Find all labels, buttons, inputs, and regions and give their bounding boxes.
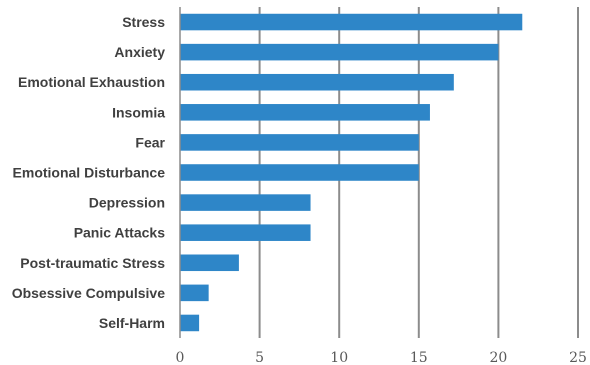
category-label: Panic Attacks [74, 225, 166, 241]
category-label: Emotional Disturbance [13, 165, 166, 181]
bar [180, 164, 419, 181]
category-labels: Stress Anxiety Emotional Exhaustion Insomia… [12, 14, 166, 331]
bar [180, 254, 239, 272]
bar [180, 224, 311, 241]
x-tick-label: 15 [410, 350, 428, 365]
bar [180, 284, 209, 302]
bar [180, 13, 523, 31]
bars [180, 13, 523, 332]
category-label: Obsessive Compulsive [12, 285, 166, 301]
x-tick-label: 25 [569, 350, 587, 365]
bar [180, 134, 419, 151]
bar [180, 194, 311, 211]
bar [180, 104, 430, 121]
category-label: Self-Harm [99, 315, 165, 331]
category-label: Depression [89, 195, 165, 211]
category-label: Stress [122, 14, 165, 30]
x-tick-labels: 0 5 10 15 20 25 [176, 350, 587, 365]
x-tick-label: 5 [255, 350, 264, 365]
x-tick-label: 0 [176, 350, 185, 365]
category-label: Anxiety [114, 44, 165, 60]
x-tick-label: 10 [330, 350, 348, 365]
category-label: Insomia [112, 104, 165, 120]
x-tick-label: 20 [489, 350, 507, 365]
category-label: Emotional Exhaustion [18, 74, 165, 90]
bar [180, 73, 454, 91]
category-label: Fear [135, 134, 165, 150]
bar [180, 314, 200, 332]
bar [180, 43, 499, 61]
category-label: Post-traumatic Stress [20, 255, 165, 271]
